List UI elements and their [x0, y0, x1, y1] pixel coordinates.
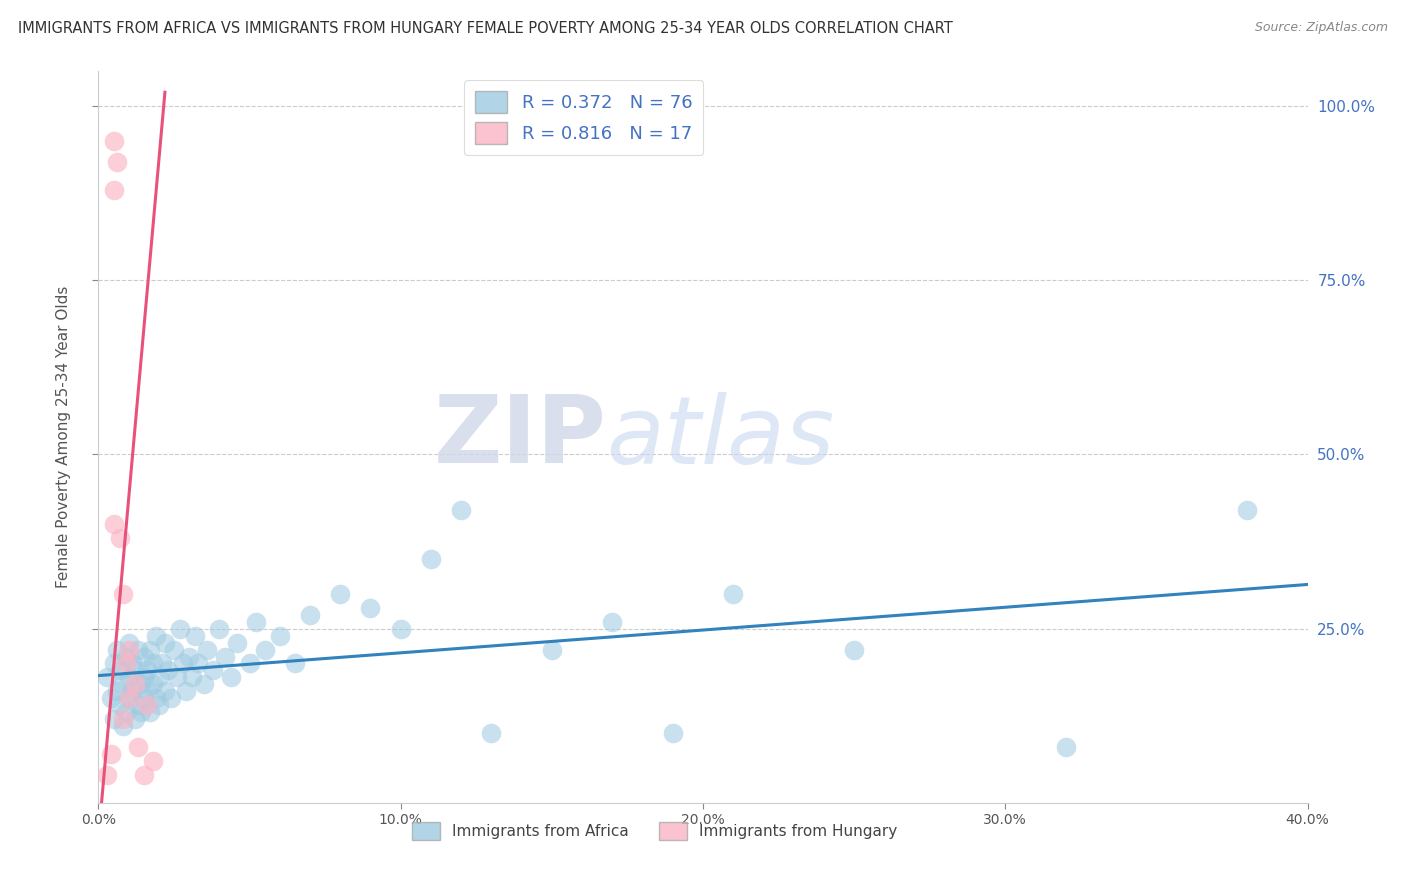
Point [139, 705, 162, 719]
Point [114, 657, 136, 671]
Point [195, 642, 218, 657]
Point [145, 691, 167, 706]
Point [124, 712, 146, 726]
Point [124, 677, 146, 691]
Point [169, 622, 191, 636]
Point [187, 657, 209, 671]
Point [127, 698, 149, 713]
Point [284, 657, 307, 671]
Point [150, 657, 173, 671]
Point [142, 677, 165, 691]
Point [202, 664, 225, 678]
Point [103, 134, 125, 148]
Point [129, 705, 152, 719]
Point [124, 664, 146, 678]
Point [103, 517, 125, 532]
Point [221, 670, 243, 684]
Point [105, 155, 128, 169]
Text: ZIP: ZIP [433, 391, 606, 483]
Point [239, 657, 262, 671]
Point [1236, 503, 1258, 517]
Text: atlas: atlas [606, 392, 835, 483]
Point [96, 670, 118, 684]
Y-axis label: Female Poverty Among 25-34 Year Olds: Female Poverty Among 25-34 Year Olds [56, 286, 72, 588]
Point [329, 587, 352, 601]
Point [540, 642, 562, 657]
Point [135, 698, 157, 713]
Point [100, 747, 122, 761]
Point [114, 705, 136, 719]
Point [153, 684, 176, 698]
Point [111, 677, 134, 691]
Point [103, 657, 125, 671]
Point [127, 740, 149, 755]
Point [118, 635, 141, 649]
Point [193, 677, 215, 691]
Point [166, 670, 188, 684]
Point [269, 629, 291, 643]
Point [184, 629, 207, 643]
Point [420, 552, 443, 566]
Point [214, 649, 236, 664]
Point [96, 768, 118, 782]
Text: IMMIGRANTS FROM AFRICA VS IMMIGRANTS FROM HUNGARY FEMALE POVERTY AMONG 25-34 YEA: IMMIGRANTS FROM AFRICA VS IMMIGRANTS FRO… [18, 21, 953, 36]
Point [389, 622, 412, 636]
Point [181, 670, 204, 684]
Point [245, 615, 267, 629]
Point [118, 642, 141, 657]
Text: Source: ZipAtlas.com: Source: ZipAtlas.com [1254, 21, 1388, 34]
Point [118, 670, 141, 684]
Point [135, 684, 157, 698]
Point [118, 691, 141, 706]
Point [114, 649, 136, 664]
Point [160, 691, 183, 706]
Point [145, 629, 167, 643]
Point [661, 726, 683, 740]
Point [163, 642, 186, 657]
Point [148, 698, 170, 713]
Point [111, 712, 134, 726]
Point [121, 657, 143, 671]
Point [602, 615, 624, 629]
Point [103, 712, 125, 726]
Point [153, 635, 176, 649]
Point [156, 664, 179, 678]
Point [723, 587, 745, 601]
Point [132, 768, 155, 782]
Point [132, 649, 155, 664]
Point [121, 684, 143, 698]
Point [299, 607, 322, 622]
Point [132, 670, 155, 684]
Point [132, 691, 155, 706]
Point [142, 754, 165, 768]
Point [108, 664, 131, 678]
Point [111, 719, 134, 733]
Point [253, 642, 276, 657]
Point [118, 691, 141, 706]
Point [127, 642, 149, 657]
Point [108, 531, 131, 545]
Point [105, 684, 128, 698]
Point [481, 726, 503, 740]
Point [1054, 740, 1077, 755]
Point [179, 649, 201, 664]
Point [105, 642, 128, 657]
Point [360, 600, 382, 615]
Point [174, 684, 197, 698]
Point [172, 657, 194, 671]
Point [108, 698, 131, 713]
Point [142, 657, 165, 671]
Point [148, 670, 170, 684]
Point [139, 642, 162, 657]
Point [100, 691, 122, 706]
Point [226, 635, 249, 649]
Point [450, 503, 472, 517]
Legend: Immigrants from Africa, Immigrants from Hungary: Immigrants from Africa, Immigrants from … [406, 815, 903, 847]
Point [103, 183, 125, 197]
Point [208, 622, 231, 636]
Point [135, 664, 157, 678]
Point [844, 642, 866, 657]
Point [111, 587, 134, 601]
Point [129, 677, 152, 691]
